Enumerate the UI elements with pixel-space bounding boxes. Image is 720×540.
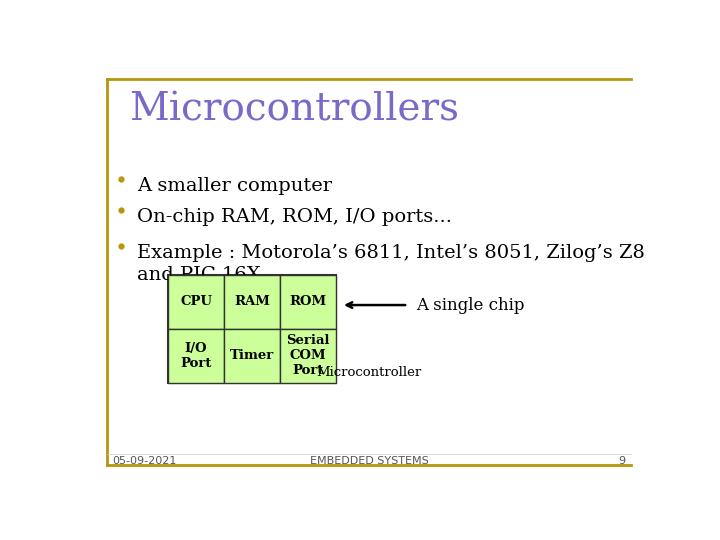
Text: Microcontrollers: Microcontrollers <box>129 92 459 129</box>
Bar <box>168 275 336 383</box>
Text: CPU: CPU <box>180 295 212 308</box>
Text: EMBEDDED SYSTEMS: EMBEDDED SYSTEMS <box>310 456 428 465</box>
Bar <box>168 329 224 383</box>
Bar <box>224 275 279 329</box>
Bar <box>279 329 336 383</box>
Text: RAM: RAM <box>234 295 270 308</box>
Text: 05-09-2021: 05-09-2021 <box>112 456 176 465</box>
Bar <box>168 275 224 329</box>
Text: 9: 9 <box>618 456 626 465</box>
Text: Serial
COM
Port: Serial COM Port <box>286 334 329 377</box>
Bar <box>279 275 336 329</box>
Text: A single chip: A single chip <box>416 296 525 314</box>
Text: ROM: ROM <box>289 295 326 308</box>
Text: Example : Motorola’s 6811, Intel’s 8051, Zilog’s Z8
and PIC 16X: Example : Motorola’s 6811, Intel’s 8051,… <box>138 244 645 285</box>
Text: Timer: Timer <box>230 349 274 362</box>
Bar <box>224 329 279 383</box>
Text: I/O
Port: I/O Port <box>180 342 212 370</box>
Text: On-chip RAM, ROM, I/O ports...: On-chip RAM, ROM, I/O ports... <box>138 208 452 226</box>
Text: A smaller computer: A smaller computer <box>138 177 333 195</box>
Text: Microcontroller: Microcontroller <box>316 366 422 379</box>
